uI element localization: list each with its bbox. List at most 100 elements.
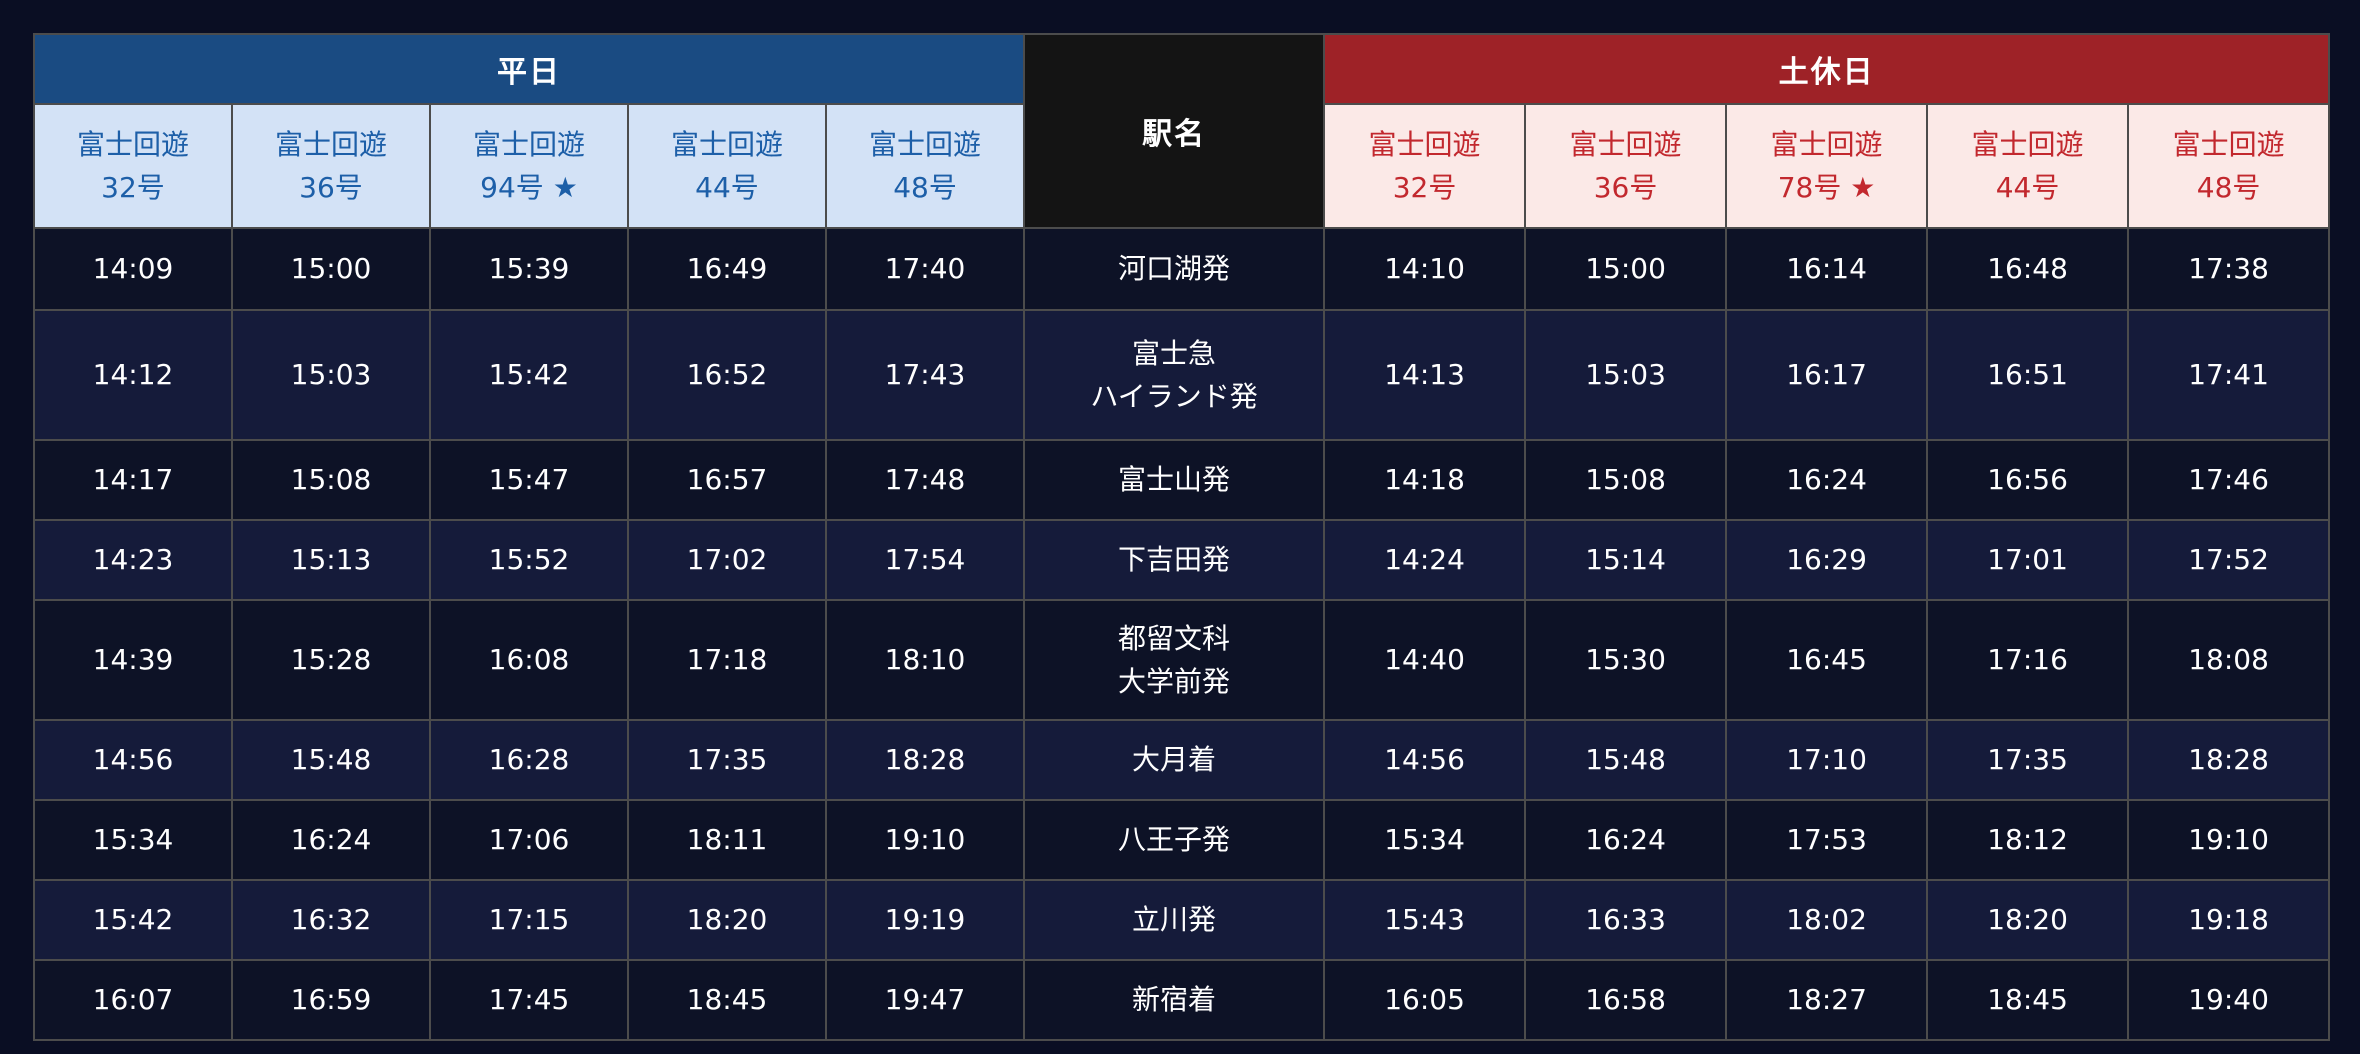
holiday-train-header-cell: 富士回遊 32号: [1323, 103, 1527, 229]
weekday-time-cell: 19:10: [824, 799, 1026, 881]
train-name: 富士回遊: [2172, 127, 2285, 161]
holiday-time-cell: 16:48: [1926, 227, 2130, 311]
train-name: 富士回遊: [472, 127, 585, 161]
train-name: 富士回遊: [1368, 127, 1481, 161]
holiday-time-cell: 16:17: [1725, 309, 1929, 441]
holiday-time-cell: 16:24: [1524, 799, 1728, 881]
holiday-time-cell: 14:56: [1323, 719, 1527, 801]
holiday-time-cell: 16:51: [1926, 309, 2130, 441]
holiday-time-cell: 18:12: [1926, 799, 2130, 881]
weekday-time-cell: 14:09: [33, 227, 233, 311]
holiday-time-cell: 15:14: [1524, 519, 1728, 601]
holiday-time-cell: 18:08: [2127, 599, 2331, 721]
holiday-time-cell: 17:53: [1725, 799, 1929, 881]
weekday-time-cell: 18:28: [824, 719, 1026, 801]
weekday-time-cell: 16:32: [231, 879, 431, 961]
holiday-time-cell: 14:10: [1323, 227, 1527, 311]
station-cell: 立川発: [1023, 879, 1326, 961]
train-number: 44号: [1995, 171, 2060, 204]
weekday-time-cell: 14:39: [33, 599, 233, 721]
train-name: 富士回遊: [1569, 127, 1682, 161]
holiday-time-cell: 15:34: [1323, 799, 1527, 881]
holiday-time-cell: 19:18: [2127, 879, 2331, 961]
train-name: 富士回遊: [274, 127, 387, 161]
weekday-section-header: 平日: [32, 33, 1026, 105]
table-row: 14:17 15:08 15:47 16:57 17:48 富士山発 14:18 15:08 1…: [33, 439, 2331, 521]
train-name: 富士回遊: [1770, 127, 1883, 161]
weekday-time-cell: 15:42: [429, 309, 629, 441]
train-name: 富士回遊: [670, 127, 783, 161]
station-cell: 大月着: [1023, 719, 1326, 801]
holiday-time-cell: 16:45: [1725, 599, 1929, 721]
train-number: 44号: [695, 171, 759, 204]
holiday-time-cell: 18:45: [1926, 959, 2130, 1041]
holiday-time-cell: 19:10: [2127, 799, 2331, 881]
holiday-time-cell: 16:14: [1725, 227, 1929, 311]
station-cell: 富士山発: [1023, 439, 1326, 521]
weekday-time-cell: 17:45: [429, 959, 629, 1041]
weekday-time-cell: 15:03: [231, 309, 431, 441]
train-timetable: 平日 駅名 土休日 富士回遊 32号 富士回遊 36号 富士回遊 94号 ★ 富士回遊 44号…: [32, 33, 2331, 1041]
table-row: 15:42 16:32 17:15 18:20 19:19 立川発 15:43 16:33 18…: [33, 879, 2331, 961]
holiday-time-cell: 19:40: [2127, 959, 2331, 1041]
weekday-time-cell: 17:18: [627, 599, 827, 721]
weekday-time-cell: 16:52: [627, 309, 827, 441]
weekday-train-header-cell: 富士回遊 36号: [231, 103, 431, 229]
train-number: 94号 ★: [480, 171, 578, 204]
weekday-time-cell: 16:49: [627, 227, 827, 311]
holiday-time-cell: 18:02: [1725, 879, 1929, 961]
weekday-time-cell: 19:19: [824, 879, 1026, 961]
holiday-time-cell: 14:40: [1323, 599, 1527, 721]
holiday-time-cell: 15:03: [1524, 309, 1728, 441]
weekday-time-cell: 15:00: [231, 227, 431, 311]
holiday-time-cell: 14:13: [1323, 309, 1527, 441]
train-number: 48号: [2196, 171, 2261, 204]
weekday-time-cell: 18:45: [627, 959, 827, 1041]
train-number: 48号: [893, 171, 957, 204]
holiday-time-cell: 17:52: [2127, 519, 2331, 601]
table-row: 16:07 16:59 17:45 18:45 19:47 新宿着 16:05 16:58 18…: [33, 959, 2331, 1041]
weekday-time-cell: 15:48: [231, 719, 431, 801]
weekday-time-cell: 14:17: [33, 439, 233, 521]
holiday-time-cell: 15:30: [1524, 599, 1728, 721]
holiday-time-cell: 16:24: [1725, 439, 1929, 521]
holiday-train-header-cell: 富士回遊 36号: [1524, 103, 1728, 229]
table-row: 14:39 15:28 16:08 17:18 18:10 都留文科 大学前発 14:40 1…: [33, 599, 2331, 721]
holiday-time-cell: 14:18: [1323, 439, 1527, 521]
weekday-time-cell: 16:07: [33, 959, 233, 1041]
weekday-time-cell: 17:02: [627, 519, 827, 601]
weekday-time-cell: 18:11: [627, 799, 827, 881]
holiday-train-header-cell: 富士回遊 48号: [2127, 103, 2331, 229]
weekday-train-header-cell: 富士回遊 32号: [33, 103, 233, 229]
station-cell: 都留文科 大学前発: [1023, 599, 1326, 721]
weekday-time-cell: 17:06: [429, 799, 629, 881]
holiday-time-cell: 17:16: [1926, 599, 2130, 721]
weekday-train-header-cell: 富士回遊 94号 ★: [429, 103, 629, 229]
train-number-header-row: 富士回遊 32号 富士回遊 36号 富士回遊 94号 ★ 富士回遊 44号 富士回遊 48号 富士回…: [33, 103, 2331, 229]
table-row: 14:56 15:48 16:28 17:35 18:28 大月着 14:56 15:48 17…: [33, 719, 2331, 801]
station-cell: 富士急 ハイランド発: [1023, 309, 1326, 441]
weekday-time-cell: 16:28: [429, 719, 629, 801]
holiday-time-cell: 14:24: [1323, 519, 1527, 601]
weekday-time-cell: 15:47: [429, 439, 629, 521]
table-row: 14:12 15:03 15:42 16:52 17:43 富士急 ハイランド発 14:13…: [33, 309, 2331, 441]
holiday-time-cell: 15:48: [1524, 719, 1728, 801]
weekday-time-cell: 15:42: [33, 879, 233, 961]
holiday-time-cell: 17:10: [1725, 719, 1929, 801]
weekday-time-cell: 16:59: [231, 959, 431, 1041]
train-name: 富士回遊: [869, 127, 982, 161]
holiday-time-cell: 18:20: [1926, 879, 2130, 961]
train-number: 78号 ★: [1777, 171, 1876, 204]
holiday-time-cell: 15:43: [1323, 879, 1527, 961]
train-number: 36号: [299, 171, 363, 204]
weekday-time-cell: 17:48: [824, 439, 1026, 521]
weekday-time-cell: 19:47: [824, 959, 1026, 1041]
holiday-time-cell: 17:35: [1926, 719, 2130, 801]
table-row: 14:09 15:00 15:39 16:49 17:40 河口湖発 14:10 15:00 1…: [33, 227, 2331, 311]
holiday-time-cell: 16:29: [1725, 519, 1929, 601]
weekday-time-cell: 16:08: [429, 599, 629, 721]
weekday-time-cell: 14:12: [33, 309, 233, 441]
holiday-time-cell: 15:00: [1524, 227, 1728, 311]
weekday-train-header-cell: 富士回遊 48号: [824, 103, 1026, 229]
station-column-header: 駅名: [1023, 33, 1326, 229]
